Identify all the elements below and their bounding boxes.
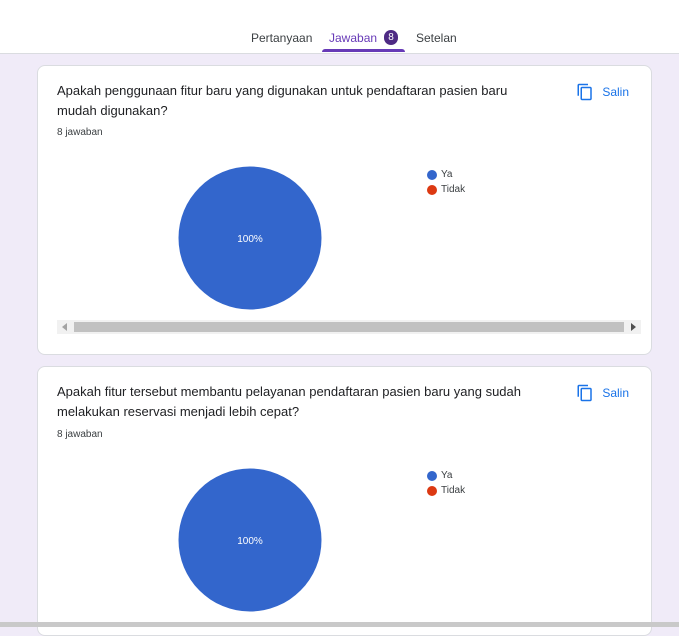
copy-label: Salin: [602, 85, 629, 99]
response-summary-card: Apakah fitur tersebut membantu pelayanan…: [37, 366, 652, 636]
question-title: Apakah fitur tersebut membantu pelayanan…: [57, 384, 521, 419]
question-title: Apakah penggunaan fitur baru yang diguna…: [57, 83, 508, 118]
horizontal-scrollbar[interactable]: [57, 320, 641, 334]
legend-item-tidak[interactable]: Tidak: [427, 483, 465, 498]
legend-label: Ya: [441, 169, 453, 180]
scrollbar-thumb[interactable]: [74, 322, 624, 332]
legend-dot: [427, 184, 437, 195]
top-bar: Pertanyaan Jawaban 8 Setelan: [0, 0, 679, 54]
pie-slice-ya[interactable]: [178, 166, 322, 310]
legend-dot: [427, 169, 437, 180]
response-count: 8 jawaban: [57, 429, 103, 440]
tab-bar: Pertanyaan Jawaban 8 Setelan: [0, 0, 679, 53]
legend-label: Ya: [441, 470, 453, 481]
bottom-scrollbar[interactable]: [0, 622, 679, 627]
active-tab-indicator: [322, 49, 405, 52]
chart-legend: Ya Tidak: [427, 468, 465, 498]
pie-slice-label: 100%: [237, 536, 263, 547]
tab-settings[interactable]: Setelan: [416, 31, 457, 45]
pie-chart: 100%: [178, 468, 322, 612]
legend-item-tidak[interactable]: Tidak: [427, 182, 465, 197]
legend-item-ya[interactable]: Ya: [427, 468, 465, 483]
legend-dot: [427, 470, 437, 481]
scroll-right-icon[interactable]: [631, 323, 636, 331]
chart-legend: Ya Tidak: [427, 167, 465, 197]
legend-item-ya[interactable]: Ya: [427, 167, 465, 182]
pie-chart: 100%: [178, 166, 322, 310]
copy-chart-button[interactable]: Salin: [576, 82, 629, 102]
pie-slice-ya[interactable]: [178, 468, 322, 612]
response-summary-card: Apakah penggunaan fitur baru yang diguna…: [37, 65, 652, 355]
responses-count-badge: 8: [384, 30, 398, 45]
copy-chart-button[interactable]: Salin: [576, 383, 629, 403]
response-count: 8 jawaban: [57, 127, 103, 138]
legend-label: Tidak: [441, 184, 466, 195]
legend-dot: [427, 485, 437, 496]
copy-label: Salin: [602, 386, 629, 400]
tab-questions[interactable]: Pertanyaan: [251, 31, 313, 45]
legend-label: Tidak: [441, 485, 466, 496]
copy-icon: [577, 384, 593, 402]
copy-icon: [577, 83, 593, 101]
scroll-left-icon[interactable]: [62, 323, 67, 331]
pie-slice-label: 100%: [237, 234, 263, 245]
tab-responses[interactable]: Jawaban: [329, 31, 378, 45]
